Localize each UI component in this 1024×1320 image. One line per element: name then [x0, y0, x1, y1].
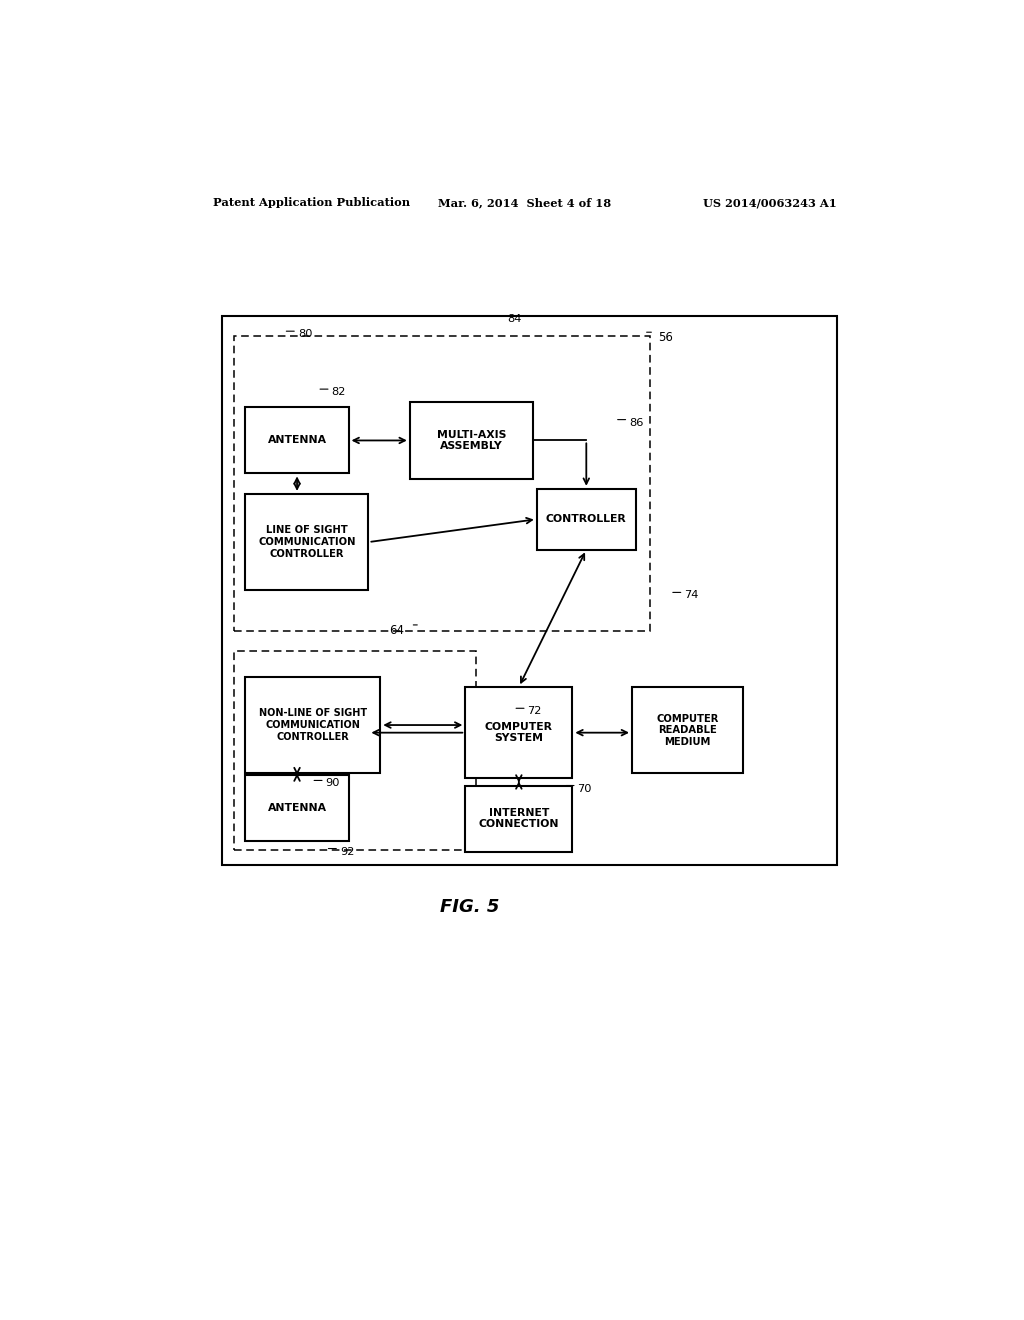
Bar — [246, 677, 380, 774]
Text: 72: 72 — [527, 706, 542, 717]
Bar — [246, 494, 369, 590]
Text: CONTROLLER: CONTROLLER — [546, 515, 627, 524]
Bar — [246, 408, 348, 474]
Text: LINE OF SIGHT
COMMUNICATION
CONTROLLER: LINE OF SIGHT COMMUNICATION CONTROLLER — [258, 525, 355, 558]
Text: 84: 84 — [508, 314, 522, 323]
Bar — [221, 315, 837, 865]
Text: INTERNET
CONNECTION: INTERNET CONNECTION — [478, 808, 559, 829]
Bar — [465, 785, 572, 851]
Text: 82: 82 — [332, 387, 346, 397]
Text: MULTI-AXIS
ASSEMBLY: MULTI-AXIS ASSEMBLY — [436, 429, 506, 451]
Text: 70: 70 — [578, 784, 592, 793]
Text: 64: 64 — [389, 623, 404, 636]
Bar — [410, 403, 532, 479]
Text: 80: 80 — [298, 329, 312, 339]
Text: 92: 92 — [340, 846, 354, 857]
Text: 56: 56 — [658, 331, 673, 343]
Bar — [537, 488, 636, 549]
Text: COMPUTER
READABLE
MEDIUM: COMPUTER READABLE MEDIUM — [656, 714, 719, 747]
Text: ANTENNA: ANTENNA — [267, 436, 327, 445]
Text: 90: 90 — [326, 779, 340, 788]
Bar — [632, 686, 743, 774]
Text: NON-LINE OF SIGHT
COMMUNICATION
CONTROLLER: NON-LINE OF SIGHT COMMUNICATION CONTROLL… — [259, 709, 367, 742]
Bar — [233, 651, 475, 850]
Text: US 2014/0063243 A1: US 2014/0063243 A1 — [702, 197, 837, 209]
Text: 74: 74 — [684, 590, 698, 601]
Text: Mar. 6, 2014  Sheet 4 of 18: Mar. 6, 2014 Sheet 4 of 18 — [438, 197, 611, 209]
Bar — [246, 775, 348, 841]
Text: 86: 86 — [629, 417, 643, 428]
Text: COMPUTER
SYSTEM: COMPUTER SYSTEM — [484, 722, 553, 743]
Text: Patent Application Publication: Patent Application Publication — [213, 197, 410, 209]
Text: ANTENNA: ANTENNA — [267, 804, 327, 813]
Text: FIG. 5: FIG. 5 — [439, 899, 499, 916]
Bar — [233, 337, 650, 631]
Bar — [465, 686, 572, 779]
